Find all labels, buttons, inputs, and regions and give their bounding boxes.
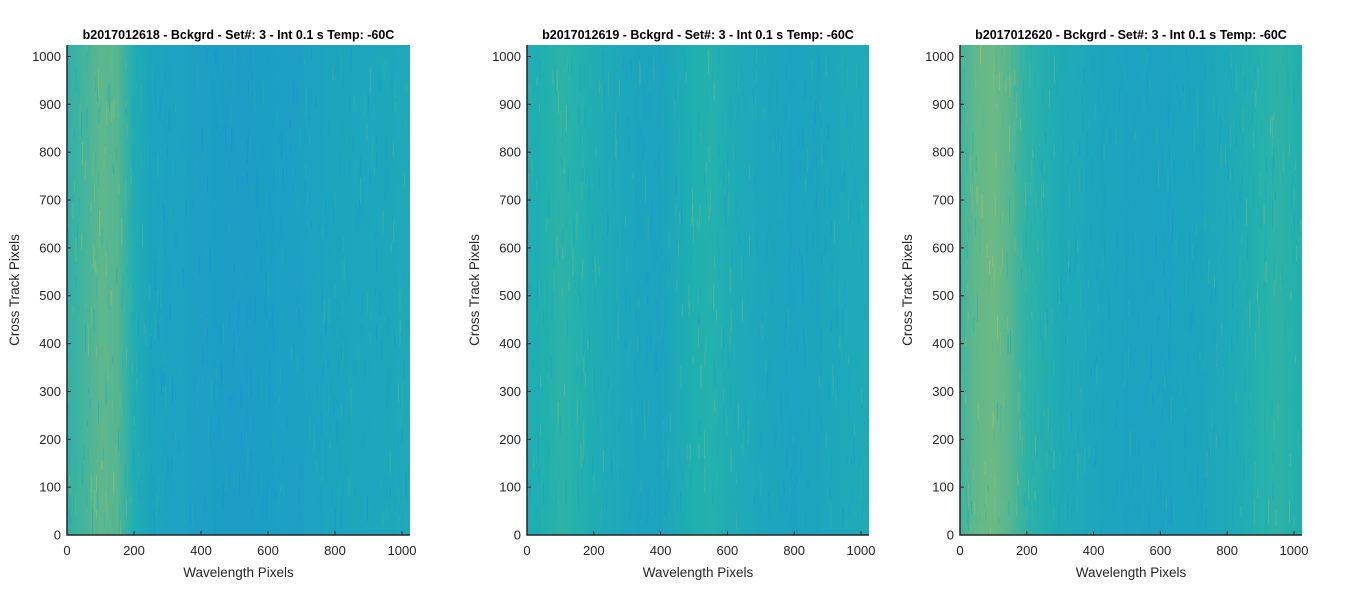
y-tick-label: 200 [932, 432, 954, 447]
y-tick-label: 300 [932, 384, 954, 399]
x-tick-label: 1000 [388, 543, 417, 558]
y-tick-label: 1000 [492, 49, 521, 64]
y-axis-label: Cross Track Pixels [900, 234, 915, 346]
y-tick-label: 700 [932, 193, 954, 208]
y-tick-label: 900 [39, 97, 61, 112]
heatmap-noise [526, 46, 870, 535]
heatmap-noise [67, 45, 410, 535]
x-tick-label: 200 [1016, 543, 1038, 558]
y-tick-label: 300 [39, 384, 61, 399]
heatmap-image [959, 45, 1303, 535]
heatmap-panel-1: b2017012618 - Bckgrd - Set#: 3 - Int 0.1… [7, 28, 416, 580]
y-tick-label: 400 [932, 336, 954, 351]
x-tick-label: 800 [324, 543, 346, 558]
y-tick-label: 400 [39, 336, 61, 351]
x-tick-label: 200 [123, 543, 145, 558]
heatmap-panel-3: b2017012620 - Bckgrd - Set#: 3 - Int 0.1… [900, 28, 1308, 580]
y-tick-label: 100 [932, 480, 954, 495]
x-tick-label: 400 [1083, 543, 1105, 558]
y-tick-label: 500 [39, 288, 61, 303]
y-tick-label: 900 [932, 97, 954, 112]
y-tick-label: 300 [499, 384, 521, 399]
heatmap-image [526, 45, 870, 535]
y-tick-label: 200 [499, 432, 521, 447]
y-tick-label: 500 [932, 288, 954, 303]
x-axis-label: Wavelength Pixels [1076, 565, 1187, 580]
y-tick-label: 0 [947, 528, 954, 543]
x-tick-label: 800 [783, 543, 805, 558]
y-tick-label: 0 [54, 528, 61, 543]
heatmap-panel-2: b2017012619 - Bckgrd - Set#: 3 - Int 0.1… [467, 28, 875, 580]
x-tick-label: 600 [1150, 543, 1172, 558]
y-tick-label: 100 [39, 480, 61, 495]
x-tick-label: 400 [190, 543, 212, 558]
x-tick-label: 200 [583, 543, 605, 558]
heatmap-image [67, 45, 410, 535]
x-axis-label: Wavelength Pixels [183, 565, 294, 580]
y-tick-label: 100 [499, 480, 521, 495]
y-tick-label: 900 [499, 97, 521, 112]
y-tick-label: 600 [499, 240, 521, 255]
y-tick-label: 600 [39, 240, 61, 255]
y-axis-label: Cross Track Pixels [467, 234, 482, 346]
heatmap-noise [959, 45, 1303, 535]
heatmap-background [67, 45, 410, 535]
x-tick-label: 600 [257, 543, 279, 558]
x-tick-label: 400 [650, 543, 672, 558]
plot-title: b2017012620 - Bckgrd - Set#: 3 - Int 0.1… [975, 28, 1287, 42]
y-tick-label: 700 [499, 193, 521, 208]
heatmap-background [960, 45, 1302, 535]
y-tick-label: 800 [39, 145, 61, 160]
x-tick-label: 600 [717, 543, 739, 558]
y-tick-label: 200 [39, 432, 61, 447]
y-tick-label: 1000 [925, 49, 954, 64]
y-tick-label: 800 [932, 145, 954, 160]
axis-ticks: 0 200 400 600 800 1000 0 100 200 300 400 500 600 700 8… [32, 45, 416, 558]
x-tick-label: 0 [523, 543, 530, 558]
axis-ticks: 0 200 400 600 800 1000 0 100 200 300 400 500 600 700 8… [925, 45, 1308, 558]
x-tick-label: 1000 [847, 543, 876, 558]
axis-ticks: 0 200 400 600 800 1000 0 100 200 300 400 500 600 700 8… [492, 45, 875, 558]
y-axis-label: Cross Track Pixels [7, 234, 22, 346]
y-tick-label: 500 [499, 288, 521, 303]
y-tick-label: 0 [514, 528, 521, 543]
y-tick-label: 800 [499, 145, 521, 160]
y-tick-label: 700 [39, 193, 61, 208]
x-tick-label: 800 [1216, 543, 1238, 558]
y-tick-label: 600 [932, 240, 954, 255]
x-tick-label: 0 [956, 543, 963, 558]
plot-title: b2017012618 - Bckgrd - Set#: 3 - Int 0.1… [83, 28, 395, 42]
x-tick-label: 1000 [1280, 543, 1309, 558]
x-tick-label: 0 [63, 543, 70, 558]
y-tick-label: 400 [499, 336, 521, 351]
plot-title: b2017012619 - Bckgrd - Set#: 3 - Int 0.1… [542, 28, 854, 42]
y-tick-label: 1000 [32, 49, 61, 64]
x-axis-label: Wavelength Pixels [643, 565, 754, 580]
